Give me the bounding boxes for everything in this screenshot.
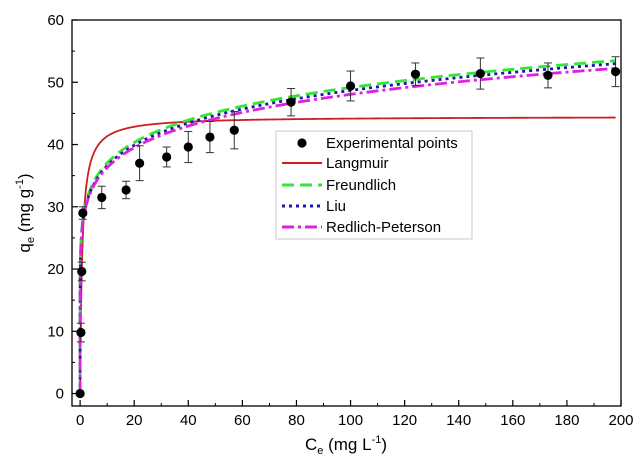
- series-line-langmuir: [79, 116, 616, 394]
- legend-label-experimental: Experimental points: [326, 135, 458, 152]
- data-point: [543, 70, 553, 81]
- x-tick-label: 0: [76, 412, 84, 429]
- x-tick-label: 60: [234, 412, 251, 429]
- y-axis-ticks: 0 10 20 30 40 50 60: [47, 12, 78, 403]
- x-tick-label: 80: [288, 412, 305, 429]
- y-tick-label: 10: [47, 323, 64, 340]
- data-point: [229, 125, 239, 135]
- x-tick-label: 40: [180, 412, 197, 429]
- x-tick-label: 20: [126, 412, 143, 429]
- y-tick-label: 50: [47, 74, 64, 91]
- data-point: [286, 97, 296, 107]
- series-line-liu: [78, 62, 616, 394]
- y-tick-label: 40: [47, 137, 64, 154]
- data-point: [610, 67, 621, 77]
- y-tick-label: 0: [56, 386, 64, 403]
- data-point: [75, 388, 85, 399]
- data-point: [78, 208, 88, 218]
- data-point: [410, 69, 421, 79]
- legend-label-liu: Liu: [326, 198, 346, 215]
- data-point: [345, 81, 356, 91]
- data-point: [121, 185, 131, 195]
- y-tick-label: 30: [47, 199, 64, 216]
- data-point: [77, 266, 87, 277]
- data-point: [97, 192, 107, 203]
- model-curves: [78, 59, 616, 394]
- legend-label-langmuir: Langmuir: [326, 155, 389, 172]
- x-tick-label: 120: [392, 412, 417, 429]
- x-axis-title: Ce (mg L-1): [305, 434, 387, 456]
- legend: Experimental points Langmuir Freundlich …: [275, 130, 473, 240]
- x-tick-label: 160: [500, 412, 525, 429]
- legend-marker-experimental: [297, 138, 307, 148]
- experimental-points: [75, 56, 621, 399]
- data-point: [162, 152, 172, 162]
- x-axis-ticks: 0 20 40 60 80 100 120 140 160 180 200: [76, 400, 634, 429]
- plot-frame: [71, 19, 622, 407]
- x-tick-label: 200: [608, 412, 633, 429]
- data-point: [205, 132, 215, 142]
- legend-label-freundlich: Freundlich: [326, 177, 396, 194]
- y-tick-label: 20: [47, 261, 64, 278]
- y-axis-title: qe (mg g-1): [14, 173, 37, 252]
- data-point: [76, 327, 86, 338]
- data-point: [475, 68, 485, 79]
- data-point: [135, 158, 145, 168]
- x-tick-label: 180: [554, 412, 579, 429]
- x-tick-label: 140: [446, 412, 471, 429]
- legend-label-redlich-peterson: Redlich-Peterson: [326, 219, 441, 236]
- y-tick-label: 60: [47, 12, 64, 29]
- x-tick-label: 100: [338, 412, 363, 429]
- data-point: [183, 142, 193, 152]
- series-line-redlich-peterson: [78, 66, 616, 394]
